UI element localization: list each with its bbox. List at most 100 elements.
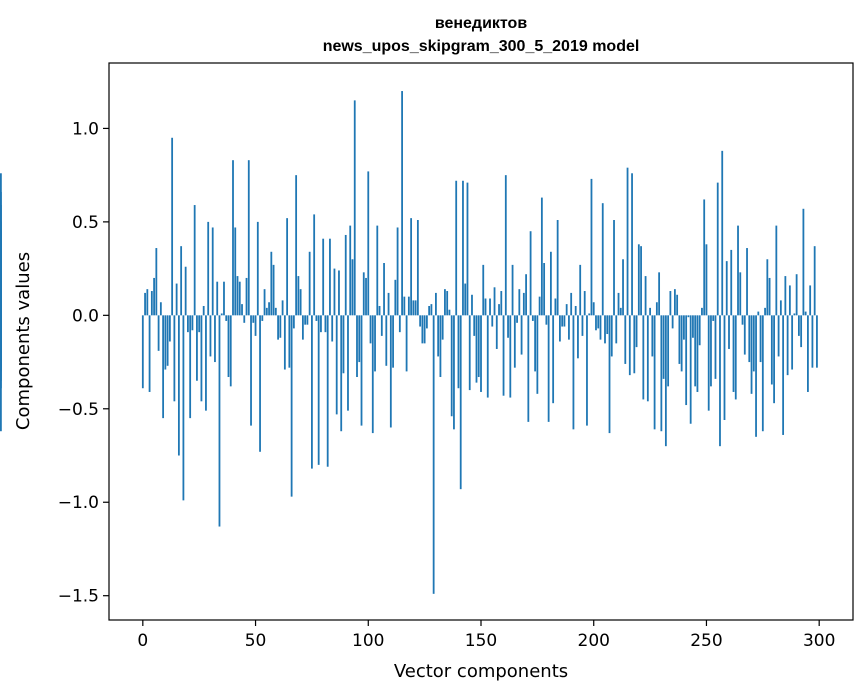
- bar-46: [245, 277, 248, 316]
- bar-296: [809, 285, 812, 316]
- bar-154: [489, 298, 491, 316]
- bar-115: [401, 91, 403, 316]
- bar-121: [414, 300, 417, 316]
- bar-151: [482, 264, 485, 316]
- bar-143: [464, 283, 467, 316]
- bar-49: [252, 315, 255, 323]
- bar-87: [338, 270, 340, 316]
- bar-145: [468, 315, 471, 391]
- bar-25: [198, 315, 201, 333]
- bar-71: [301, 315, 304, 340]
- bar-54: [263, 289, 266, 316]
- bar-8: [159, 302, 162, 316]
- bar-113: [396, 227, 399, 316]
- bar-148: [475, 315, 478, 383]
- bar-126: [425, 315, 428, 329]
- bar-108: [385, 315, 388, 366]
- bar-82: [326, 315, 329, 467]
- bar-233: [667, 315, 670, 387]
- y-tick-label: 0.0: [72, 306, 99, 326]
- bar-10: [164, 315, 167, 370]
- bar-160: [502, 315, 505, 396]
- bar-190: [570, 292, 573, 316]
- bar-225: [649, 307, 651, 316]
- bar-185: [559, 315, 561, 342]
- bar-267: [743, 315, 746, 355]
- bar-199: [590, 178, 593, 316]
- bar-192: [574, 305, 577, 316]
- bar-203: [599, 315, 602, 340]
- bar-120: [412, 300, 415, 316]
- bar-270: [750, 315, 753, 394]
- bar-104: [376, 225, 379, 316]
- bar-195: [581, 315, 584, 336]
- bar-79: [320, 315, 322, 333]
- bar-221: [640, 246, 642, 316]
- bar-90: [344, 234, 347, 316]
- bar-36: [223, 281, 225, 316]
- bar-257: [721, 150, 724, 316]
- bar-61: [279, 315, 282, 338]
- bar-209: [613, 220, 615, 316]
- bar-244: [692, 315, 694, 338]
- bar-1: [144, 292, 146, 316]
- bar-237: [676, 294, 679, 316]
- bar-16: [177, 315, 180, 456]
- chart-title-line-1: венедиктов: [435, 15, 527, 32]
- bar-109: [387, 292, 390, 316]
- bar-85: [333, 268, 336, 316]
- bar-65: [288, 315, 291, 368]
- bar-278: [768, 277, 771, 316]
- bar-169: [522, 292, 525, 316]
- bar-279: [770, 315, 773, 385]
- bar-135: [446, 291, 449, 316]
- y-tick-label: −1.5: [58, 587, 99, 607]
- bar-283: [779, 300, 782, 316]
- bar-51: [256, 221, 259, 316]
- bar-0: [141, 315, 144, 389]
- y-axis-ticks: −1.5 −1.0 −0.5 0.0 0.5 1.0: [58, 119, 109, 607]
- bar-201: [595, 315, 597, 331]
- bar-249: [703, 199, 706, 316]
- bar-261: [730, 249, 733, 316]
- x-tick-label: 150: [465, 631, 497, 651]
- bar-271: [752, 315, 755, 372]
- bar-224: [646, 315, 649, 402]
- bar-238: [678, 315, 681, 364]
- bar-98: [362, 272, 365, 316]
- bar-3: [148, 315, 151, 392]
- bar-30: [209, 315, 212, 357]
- bar-125: [423, 315, 426, 344]
- bar-134: [444, 289, 446, 316]
- bar-294: [804, 311, 807, 316]
- bar-260: [728, 315, 730, 349]
- bar-129: [432, 315, 435, 594]
- bar-174: [534, 315, 537, 372]
- x-tick-label: 200: [578, 631, 610, 651]
- bar-140: [457, 315, 460, 389]
- bar-44: [241, 304, 243, 316]
- bar-234: [669, 291, 672, 316]
- bar-22: [191, 315, 194, 331]
- bar-197: [586, 315, 588, 426]
- bar-136: [448, 309, 451, 316]
- bar-114: [398, 315, 401, 333]
- bar-165: [513, 315, 516, 368]
- bar-194: [579, 264, 582, 316]
- bar-291: [797, 315, 800, 336]
- bar-52: [259, 315, 261, 452]
- bar-67: [292, 315, 295, 329]
- bar-242: [687, 315, 690, 318]
- bar-299: [816, 315, 818, 368]
- bar-215: [626, 167, 629, 316]
- bar-177: [540, 197, 543, 316]
- bar-189: [568, 315, 570, 340]
- bar-38: [227, 315, 230, 378]
- bar-138: [453, 315, 455, 430]
- bar-23: [193, 205, 196, 316]
- bar-80: [322, 238, 325, 316]
- bar-83: [329, 238, 331, 316]
- bar-268: [746, 248, 748, 316]
- bar-223: [644, 276, 647, 316]
